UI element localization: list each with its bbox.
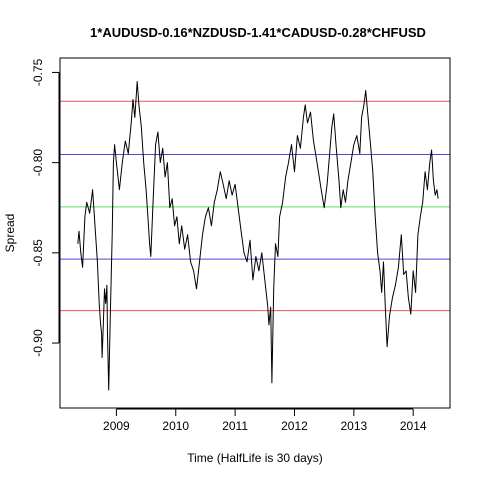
y-tick-label: -0.90: [31, 329, 45, 357]
chart-title: 1*AUDUSD-0.16*NZDUSD-1.41*CADUSD-0.28*CH…: [90, 25, 426, 40]
y-tick-label: -0.80: [31, 149, 45, 177]
data-series: [77, 81, 439, 391]
spread-series-line: [77, 81, 439, 391]
x-tick-label: 2009: [103, 419, 130, 433]
plot-frame: [59, 57, 451, 409]
y-tick-label: -0.75: [31, 58, 45, 86]
x-tick-label: 2010: [162, 419, 189, 433]
reference-lines: [60, 100, 450, 312]
x-tick-label: 2013: [340, 419, 367, 433]
y-axis: -0.90 -0.85 -0.80 -0.75: [31, 58, 60, 357]
x-tick-label: 2011: [222, 419, 248, 433]
x-axis-label: Time (HalfLife is 30 days): [187, 451, 323, 465]
y-axis-label: Spread: [3, 214, 17, 253]
y-tick-label: -0.85: [31, 239, 45, 267]
x-axis: 2009 2010 2011 2012 2013 2014: [103, 408, 427, 433]
x-tick-label: 2012: [281, 419, 308, 433]
x-tick-label: 2014: [400, 419, 427, 433]
